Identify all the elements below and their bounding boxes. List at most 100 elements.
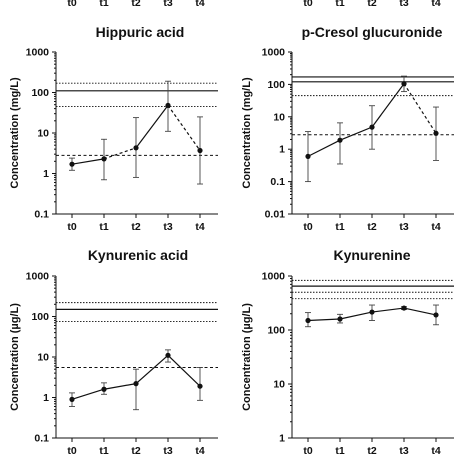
x-tick-label: t3 xyxy=(163,221,172,233)
panel-title: p-Cresol glucuronide xyxy=(302,24,443,40)
x-tick-label: t1 xyxy=(335,221,344,233)
data-point xyxy=(305,317,311,324)
data-point xyxy=(69,396,75,402)
x-tick-label: t0 xyxy=(303,221,312,233)
data-point xyxy=(433,312,439,318)
x-tick-label: t4 xyxy=(431,445,440,457)
panel-title: Kynurenine xyxy=(333,247,410,263)
x-tick-label: t2 xyxy=(367,221,376,233)
y-tick-label: 0.1 xyxy=(34,209,49,221)
data-point xyxy=(433,130,439,136)
y-axis-title: Concentration (µg/L) xyxy=(241,303,253,411)
x-tick-label: t4 xyxy=(431,221,440,233)
x-tick-label: t2 xyxy=(367,445,376,457)
series-segment xyxy=(371,307,405,313)
series-segment xyxy=(307,139,341,157)
x-tick-label: t0 xyxy=(303,445,312,457)
data-point xyxy=(401,305,407,311)
data-point xyxy=(369,124,375,130)
data-point xyxy=(101,156,107,162)
data-point xyxy=(337,316,343,322)
y-tick-label: 0.1 xyxy=(34,433,49,445)
data-point xyxy=(401,81,407,87)
y-tick-label: 1000 xyxy=(262,271,286,283)
y-tick-label: 100 xyxy=(267,325,285,337)
y-tick-label: 1000 xyxy=(26,47,50,59)
panel-title: Hippuric acid xyxy=(96,24,185,40)
data-point xyxy=(197,147,203,154)
y-tick-label: 1 xyxy=(43,168,49,180)
series-segment xyxy=(167,105,201,151)
y-axis-title: Concentration (mg/L) xyxy=(9,77,21,189)
series-segment xyxy=(103,383,137,390)
y-tick-label: 10 xyxy=(273,379,285,391)
y-tick-label: 1 xyxy=(43,392,49,404)
series-segment xyxy=(71,158,105,165)
x-tick-label: t3 xyxy=(163,445,172,457)
top-tick-label: t2 xyxy=(367,0,376,9)
y-tick-label: 1 xyxy=(279,144,285,156)
top-tick-label: t4 xyxy=(195,0,204,9)
data-point xyxy=(337,137,343,143)
x-tick-label: t1 xyxy=(335,445,344,457)
series-segment xyxy=(71,388,105,400)
x-tick-label: t0 xyxy=(67,445,76,457)
y-axis-title: Concentration (µg/L) xyxy=(9,303,21,411)
top-tick-label: t4 xyxy=(431,0,440,9)
chart-panel: Hippuric acid Concentration (mg/L) 0.1 1 10 1… xyxy=(9,24,218,233)
top-cropped-tick-labels: t0 t1 t2 t3 t4 t0 t1 t2 t3 t4 xyxy=(67,0,440,9)
data-point xyxy=(101,386,107,392)
y-tick-label: 10 xyxy=(273,111,285,123)
chart-panel: p-Cresol glucuronide Concentration (mg/L)… xyxy=(241,24,454,233)
y-tick-label: 100 xyxy=(31,87,49,99)
y-tick-label: 10 xyxy=(37,352,49,364)
top-tick-label: t3 xyxy=(163,0,172,9)
data-point xyxy=(305,153,311,159)
y-tick-label: 10 xyxy=(37,128,49,140)
y-tick-label: 1000 xyxy=(262,47,286,59)
series-segment xyxy=(403,307,437,316)
series-segment xyxy=(339,311,373,320)
top-tick-label: t0 xyxy=(303,0,312,9)
y-tick-label: 1 xyxy=(279,433,285,445)
series-segment xyxy=(167,354,201,387)
top-tick-label: t2 xyxy=(131,0,140,9)
x-tick-label: t3 xyxy=(399,221,408,233)
series-segment xyxy=(135,105,169,149)
top-tick-label: t1 xyxy=(99,0,108,9)
y-tick-label: 0.01 xyxy=(265,209,286,221)
chart-panels: Hippuric acid Concentration (mg/L) 0.1 1 10 1… xyxy=(9,24,454,457)
x-tick-label: t3 xyxy=(399,445,408,457)
y-axis-title: Concentration (mg/L) xyxy=(241,77,253,189)
x-tick-label: t1 xyxy=(99,445,108,457)
data-point xyxy=(165,102,171,109)
series-segment xyxy=(403,83,437,134)
y-tick-label: 100 xyxy=(31,311,49,323)
x-tick-label: t1 xyxy=(99,221,108,233)
series-segment xyxy=(371,83,405,128)
x-tick-label: t4 xyxy=(195,445,204,457)
top-tick-label: t1 xyxy=(335,0,344,9)
series-segment xyxy=(135,354,169,385)
y-tick-label: 100 xyxy=(267,79,285,91)
data-point xyxy=(197,383,203,389)
data-point xyxy=(69,161,75,167)
chart-panel: Kynurenine Concentration (µg/L) 1 10 100 1000… xyxy=(241,247,454,457)
data-point xyxy=(133,145,139,151)
x-tick-label: t0 xyxy=(67,221,76,233)
data-point xyxy=(133,381,139,387)
top-tick-label: t0 xyxy=(67,0,76,9)
x-tick-label: t2 xyxy=(131,445,140,457)
chart-panel: Kynurenic acid Concentration (µg/L) 0.1 1 10… xyxy=(9,247,218,457)
x-tick-label: t4 xyxy=(195,221,204,233)
data-point xyxy=(369,309,375,315)
y-tick-label: 0.1 xyxy=(270,176,285,188)
panel-title: Kynurenic acid xyxy=(88,247,188,263)
series-segment xyxy=(339,126,373,141)
series-segment xyxy=(103,147,137,160)
x-tick-label: t2 xyxy=(131,221,140,233)
series-segment xyxy=(307,318,341,322)
y-tick-label: 1000 xyxy=(26,271,50,283)
top-tick-label: t3 xyxy=(399,0,408,9)
